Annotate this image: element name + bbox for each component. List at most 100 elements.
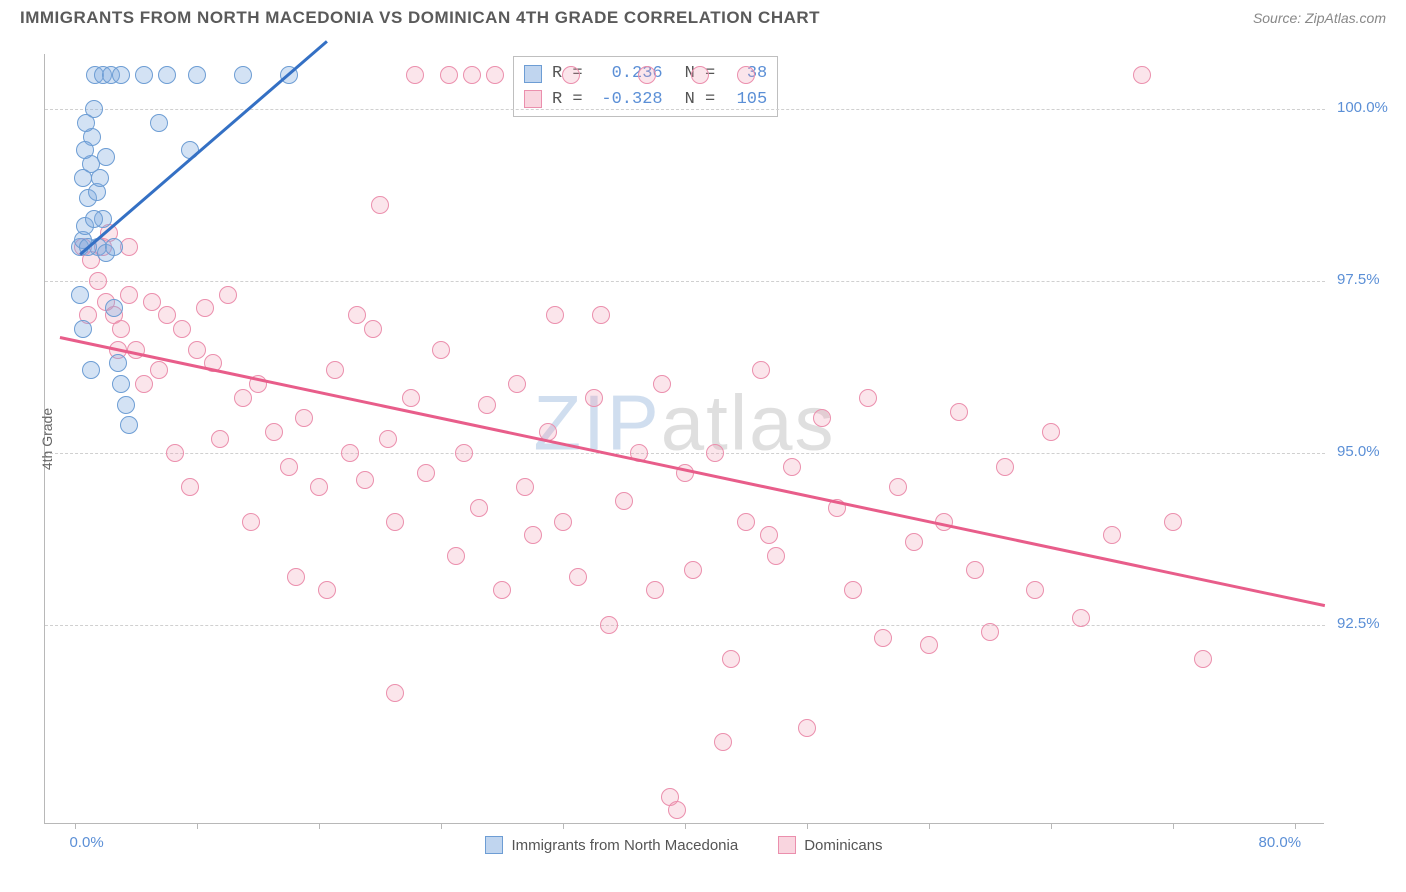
data-point: [874, 629, 892, 647]
data-point: [562, 66, 580, 84]
data-point: [82, 361, 100, 379]
chart-title: IMMIGRANTS FROM NORTH MACEDONIA VS DOMIN…: [20, 8, 820, 28]
data-point: [752, 361, 770, 379]
plot-area: ZIPatlas R =0.236N =38R =-0.328N =105 10…: [44, 54, 1324, 824]
data-point: [158, 306, 176, 324]
data-point: [196, 299, 214, 317]
y-axis-title: 4th Grade: [39, 408, 55, 470]
data-point: [447, 547, 465, 565]
data-point: [493, 581, 511, 599]
data-point: [117, 396, 135, 414]
x-tick: [929, 823, 930, 829]
gridline: [45, 281, 1325, 282]
data-point: [1042, 423, 1060, 441]
gridline: [45, 453, 1325, 454]
data-point: [783, 458, 801, 476]
data-point: [684, 561, 702, 579]
data-point: [1164, 513, 1182, 531]
data-point: [386, 684, 404, 702]
data-point: [767, 547, 785, 565]
data-point: [188, 341, 206, 359]
data-point: [265, 423, 283, 441]
data-point: [440, 66, 458, 84]
data-point: [364, 320, 382, 338]
data-point: [135, 375, 153, 393]
data-point: [950, 403, 968, 421]
data-point: [112, 375, 130, 393]
legend-swatch: [485, 836, 503, 854]
data-point: [463, 66, 481, 84]
data-point: [287, 568, 305, 586]
data-point: [615, 492, 633, 510]
data-point: [295, 409, 313, 427]
data-point: [242, 513, 260, 531]
data-point: [1026, 581, 1044, 599]
data-point: [112, 320, 130, 338]
data-point: [585, 389, 603, 407]
data-point: [310, 478, 328, 496]
data-point: [1103, 526, 1121, 544]
y-tick-label: 92.5%: [1337, 615, 1380, 632]
data-point: [722, 650, 740, 668]
data-point: [341, 444, 359, 462]
data-point: [150, 114, 168, 132]
data-point: [105, 299, 123, 317]
x-tick: [1295, 823, 1296, 829]
data-point: [569, 568, 587, 586]
x-tick: [75, 823, 76, 829]
gridline: [45, 625, 1325, 626]
x-tick: [197, 823, 198, 829]
data-point: [889, 478, 907, 496]
data-point: [158, 66, 176, 84]
watermark: ZIPatlas: [533, 378, 835, 469]
data-point: [97, 148, 115, 166]
legend-item: Immigrants from North Macedonia: [485, 836, 738, 854]
data-point: [85, 210, 103, 228]
data-point: [653, 375, 671, 393]
data-point: [691, 66, 709, 84]
data-point: [646, 581, 664, 599]
data-point: [348, 306, 366, 324]
legend-label: Dominicans: [804, 837, 882, 854]
x-tick: [563, 823, 564, 829]
data-point: [844, 581, 862, 599]
x-tick: [319, 823, 320, 829]
data-point: [77, 114, 95, 132]
data-point: [109, 354, 127, 372]
data-point: [89, 272, 107, 290]
data-point: [76, 141, 94, 159]
data-point: [181, 478, 199, 496]
data-point: [592, 306, 610, 324]
data-point: [981, 623, 999, 641]
data-point: [516, 478, 534, 496]
data-point: [105, 238, 123, 256]
legend-swatch: [778, 836, 796, 854]
data-point: [143, 293, 161, 311]
legend: Immigrants from North Macedonia Dominican…: [44, 836, 1324, 854]
data-point: [150, 361, 168, 379]
data-point: [600, 616, 618, 634]
data-point: [379, 430, 397, 448]
chart: ZIPatlas R =0.236N =38R =-0.328N =105 10…: [44, 54, 1324, 824]
data-point: [508, 375, 526, 393]
data-point: [356, 471, 374, 489]
legend-item: Dominicans: [778, 836, 882, 854]
data-point: [432, 341, 450, 359]
gridline: [45, 109, 1325, 110]
data-point: [234, 66, 252, 84]
header: IMMIGRANTS FROM NORTH MACEDONIA VS DOMIN…: [0, 0, 1406, 32]
data-point: [402, 389, 420, 407]
data-point: [737, 513, 755, 531]
data-point: [760, 526, 778, 544]
data-point: [455, 444, 473, 462]
data-point: [173, 320, 191, 338]
data-point: [71, 286, 89, 304]
data-point: [714, 733, 732, 751]
x-tick: [1051, 823, 1052, 829]
data-point: [1133, 66, 1151, 84]
x-tick: [1173, 823, 1174, 829]
data-point: [91, 169, 109, 187]
data-point: [120, 286, 138, 304]
data-point: [920, 636, 938, 654]
x-tick: [685, 823, 686, 829]
